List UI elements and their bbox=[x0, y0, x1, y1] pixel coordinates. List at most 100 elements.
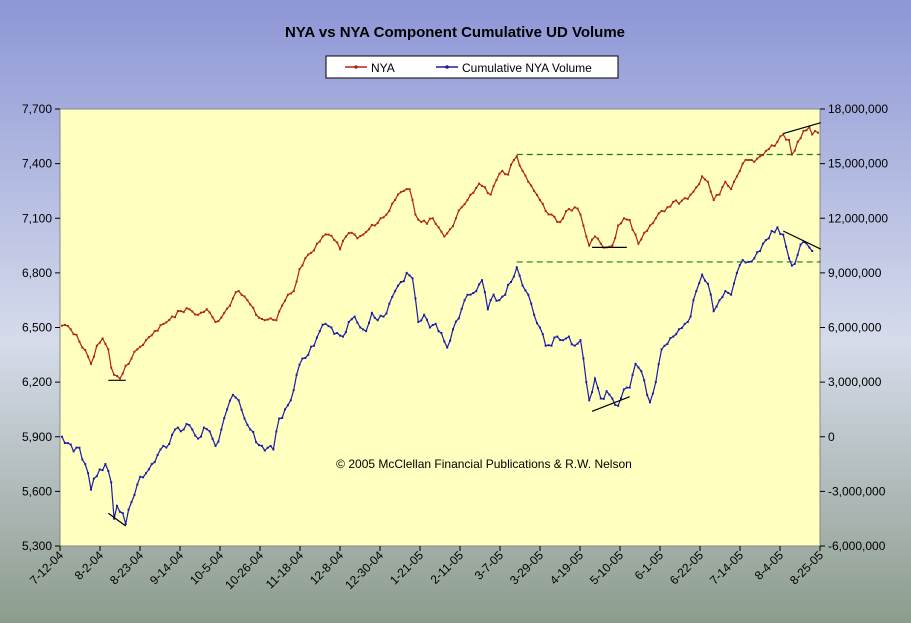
nya-point bbox=[399, 191, 402, 194]
nya-point bbox=[762, 154, 764, 156]
volume-point bbox=[515, 266, 518, 269]
nya-point bbox=[275, 319, 278, 322]
volume-point bbox=[327, 325, 330, 328]
volume-point bbox=[669, 337, 672, 340]
volume-point bbox=[95, 475, 98, 478]
nya-point bbox=[118, 377, 121, 380]
volume-point bbox=[608, 393, 611, 396]
right-tick-label: 15,000,000 bbox=[828, 157, 888, 171]
volume-point bbox=[556, 335, 559, 338]
nya-point bbox=[133, 350, 136, 353]
nya-point bbox=[278, 310, 281, 313]
left-tick-label: 5,300 bbox=[22, 539, 52, 553]
nya-point bbox=[634, 233, 637, 236]
nya-point bbox=[165, 321, 168, 324]
nya-point bbox=[318, 240, 321, 243]
volume-point bbox=[61, 435, 63, 438]
volume-point bbox=[370, 311, 373, 314]
nya-point bbox=[675, 199, 678, 202]
nya-point bbox=[69, 328, 72, 331]
volume-point bbox=[507, 283, 510, 286]
nya-point bbox=[449, 228, 452, 231]
nya-line bbox=[61, 126, 819, 380]
volume-point bbox=[727, 291, 730, 294]
nya-point bbox=[156, 329, 159, 332]
volume-point bbox=[512, 275, 515, 278]
volume-point bbox=[411, 277, 414, 280]
volume-point bbox=[550, 344, 553, 347]
volume-point bbox=[200, 435, 202, 438]
volume-point bbox=[420, 319, 423, 322]
nya-point bbox=[454, 217, 457, 220]
volume-point bbox=[547, 344, 550, 347]
nya-point bbox=[342, 239, 344, 242]
nya-point bbox=[385, 213, 388, 216]
nya-point bbox=[649, 224, 651, 227]
volume-point bbox=[162, 444, 165, 447]
nya-point bbox=[582, 224, 585, 227]
volume-point bbox=[336, 332, 339, 334]
legend-label-volume: Cumulative NYA Volume bbox=[462, 61, 592, 75]
volume-point bbox=[402, 280, 405, 283]
volume-point bbox=[622, 388, 625, 391]
nya-point bbox=[733, 180, 735, 183]
nya-point bbox=[223, 311, 226, 314]
volume-point bbox=[110, 481, 113, 484]
nya-point bbox=[63, 323, 66, 326]
volume-point bbox=[298, 363, 301, 366]
nya-point bbox=[744, 158, 747, 161]
nya-point bbox=[498, 172, 501, 175]
nya-point bbox=[116, 375, 118, 377]
left-tick-label: 6,500 bbox=[22, 321, 52, 335]
nya-point bbox=[651, 222, 654, 225]
nya-point bbox=[463, 203, 466, 206]
nya-point bbox=[469, 193, 472, 196]
nya-point bbox=[738, 170, 741, 173]
nya-point bbox=[176, 310, 179, 312]
volume-point bbox=[266, 446, 269, 449]
nya-point bbox=[98, 341, 101, 344]
volume-point bbox=[399, 281, 402, 283]
volume-point bbox=[243, 417, 246, 420]
volume-point bbox=[585, 381, 588, 384]
nya-point bbox=[730, 188, 733, 191]
volume-point bbox=[405, 271, 408, 274]
left-tick-label: 7,700 bbox=[22, 102, 52, 116]
volume-point bbox=[188, 424, 191, 427]
nya-point bbox=[72, 333, 75, 336]
nya-point bbox=[188, 308, 191, 311]
volume-point bbox=[666, 342, 669, 345]
nya-point bbox=[620, 222, 622, 225]
series-layer bbox=[61, 126, 819, 526]
volume-point bbox=[391, 295, 394, 298]
nya-point bbox=[370, 223, 373, 226]
volume-point bbox=[127, 508, 130, 511]
volume-point bbox=[796, 253, 799, 256]
nya-point bbox=[159, 324, 162, 327]
volume-point bbox=[614, 403, 617, 406]
nya-point bbox=[330, 234, 333, 237]
volume-point bbox=[478, 283, 481, 286]
volume-point bbox=[579, 339, 582, 342]
volume-point bbox=[208, 430, 211, 433]
volume-point bbox=[365, 330, 368, 333]
nya-point bbox=[562, 217, 565, 220]
volume-point bbox=[121, 512, 124, 515]
volume-point bbox=[356, 321, 359, 324]
volume-point bbox=[394, 290, 397, 293]
volume-point bbox=[342, 335, 344, 338]
volume-point bbox=[706, 282, 709, 285]
volume-point bbox=[495, 299, 498, 302]
nya-point bbox=[756, 157, 759, 160]
volume-point bbox=[153, 461, 156, 464]
nya-point bbox=[654, 217, 657, 220]
volume-point bbox=[735, 271, 738, 274]
nya-point bbox=[234, 291, 237, 294]
nya-point bbox=[672, 200, 675, 203]
volume-point bbox=[747, 260, 750, 263]
volume-point bbox=[376, 319, 379, 322]
volume-point bbox=[802, 240, 805, 243]
volume-point bbox=[631, 373, 634, 376]
nya-point bbox=[785, 138, 788, 141]
nya-point bbox=[495, 179, 498, 181]
